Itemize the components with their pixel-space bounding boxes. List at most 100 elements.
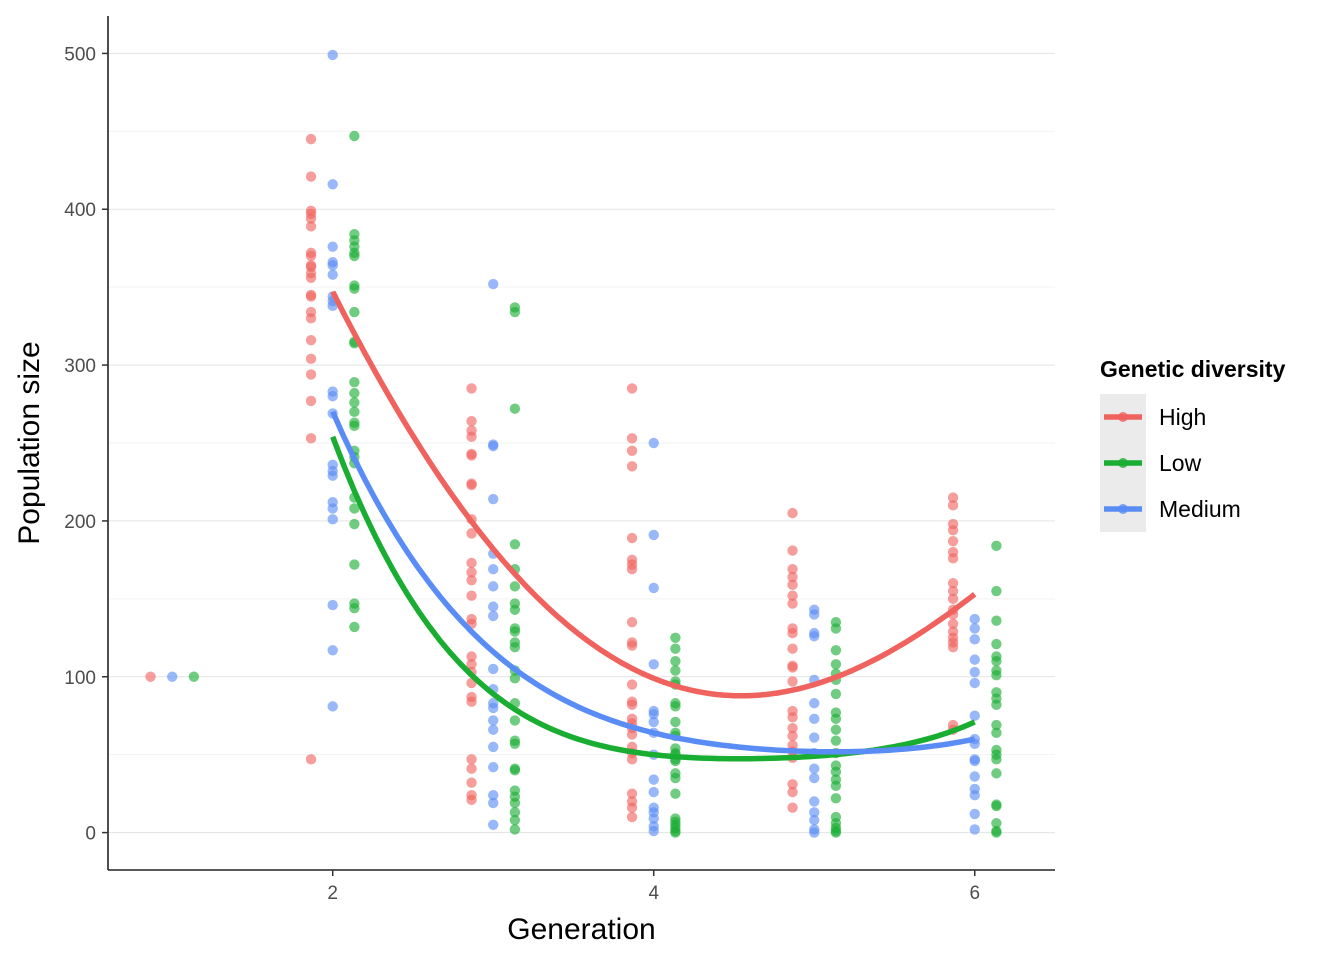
- data-point: [626, 445, 638, 456]
- data-point: [488, 819, 499, 831]
- data-point: [809, 631, 820, 642]
- data-point: [947, 553, 959, 564]
- data-point: [488, 493, 499, 505]
- data-point: [305, 250, 317, 262]
- y-tick-label: 100: [64, 668, 96, 689]
- data-point: [509, 673, 521, 684]
- data-point: [466, 574, 477, 586]
- y-tick-label: 400: [64, 200, 96, 221]
- data-point: [305, 213, 317, 224]
- data-point: [488, 797, 499, 809]
- data-point: [648, 786, 659, 798]
- data-point: [349, 406, 360, 418]
- data-point: [509, 604, 521, 615]
- data-point: [991, 800, 1002, 812]
- data-point: [809, 698, 820, 709]
- data-point: [830, 735, 842, 746]
- data-point: [488, 278, 499, 290]
- data-point: [991, 638, 1002, 650]
- data-point: [509, 626, 521, 637]
- legend-label: Low: [1159, 450, 1202, 476]
- data-point: [670, 716, 681, 728]
- data-point: [466, 659, 477, 670]
- data-point: [626, 461, 638, 472]
- data-point: [349, 387, 360, 399]
- data-point: [787, 712, 798, 723]
- data-point: [509, 765, 521, 776]
- x-tick-label: 6: [969, 883, 980, 904]
- data-point: [509, 306, 521, 318]
- data-point: [145, 671, 156, 682]
- data-point: [670, 772, 681, 784]
- data-point: [991, 754, 1002, 765]
- data-point: [830, 659, 842, 670]
- data-point: [305, 395, 317, 407]
- data-point: [809, 772, 820, 784]
- data-point: [626, 729, 638, 740]
- data-point: [466, 431, 477, 442]
- data-point: [626, 811, 638, 823]
- data-point: [991, 818, 1002, 829]
- data-point: [305, 369, 317, 380]
- data-point: [349, 621, 360, 633]
- data-point: [787, 545, 798, 556]
- data-point: [809, 732, 820, 743]
- data-point: [969, 666, 980, 678]
- data-point: [809, 763, 820, 774]
- data-point: [969, 677, 980, 689]
- data-point: [488, 789, 499, 801]
- data-point: [969, 789, 980, 801]
- data-point: [305, 754, 317, 765]
- data-point: [509, 814, 521, 826]
- data-point: [305, 133, 317, 145]
- legend: Genetic diversity High Low Medium: [1100, 356, 1286, 532]
- data-point: [787, 579, 798, 591]
- data-point: [488, 724, 499, 735]
- data-point: [327, 503, 338, 514]
- data-point: [648, 437, 659, 449]
- data-point: [969, 613, 980, 625]
- grid-lines: [108, 52, 1055, 834]
- data-point: [488, 702, 499, 714]
- data-point: [488, 761, 499, 773]
- data-point: [327, 269, 338, 280]
- data-point: [809, 796, 820, 807]
- data-point: [830, 793, 842, 804]
- data-point: [969, 710, 980, 721]
- legend-item-medium: Medium: [1100, 486, 1241, 532]
- data-point: [969, 654, 980, 665]
- data-point: [830, 623, 842, 634]
- data-points: [145, 49, 1002, 838]
- data-point: [626, 532, 638, 544]
- data-point: [787, 627, 798, 639]
- data-point: [991, 540, 1002, 552]
- data-point: [991, 655, 1002, 667]
- data-point: [787, 507, 798, 519]
- data-point: [349, 130, 360, 142]
- data-point: [830, 645, 842, 656]
- data-point: [349, 397, 360, 408]
- data-point: [787, 590, 798, 601]
- data-point: [947, 492, 959, 503]
- data-point: [648, 708, 659, 720]
- data-point: [787, 802, 798, 813]
- data-point: [305, 353, 317, 365]
- data-point: [466, 479, 477, 491]
- series-points-high: [145, 133, 959, 823]
- data-point: [167, 671, 178, 682]
- data-point: [648, 813, 659, 824]
- data-point: [809, 807, 820, 818]
- data-point: [991, 827, 1002, 838]
- data-point: [969, 623, 980, 634]
- data-point: [947, 578, 959, 589]
- data-point: [991, 615, 1002, 626]
- data-point: [509, 539, 521, 550]
- data-point: [787, 722, 798, 734]
- series-points-low: [188, 130, 1002, 838]
- data-point: [466, 557, 477, 569]
- data-point: [327, 179, 338, 190]
- data-point: [488, 564, 499, 575]
- data-point: [991, 585, 1002, 597]
- data-point: [947, 535, 959, 547]
